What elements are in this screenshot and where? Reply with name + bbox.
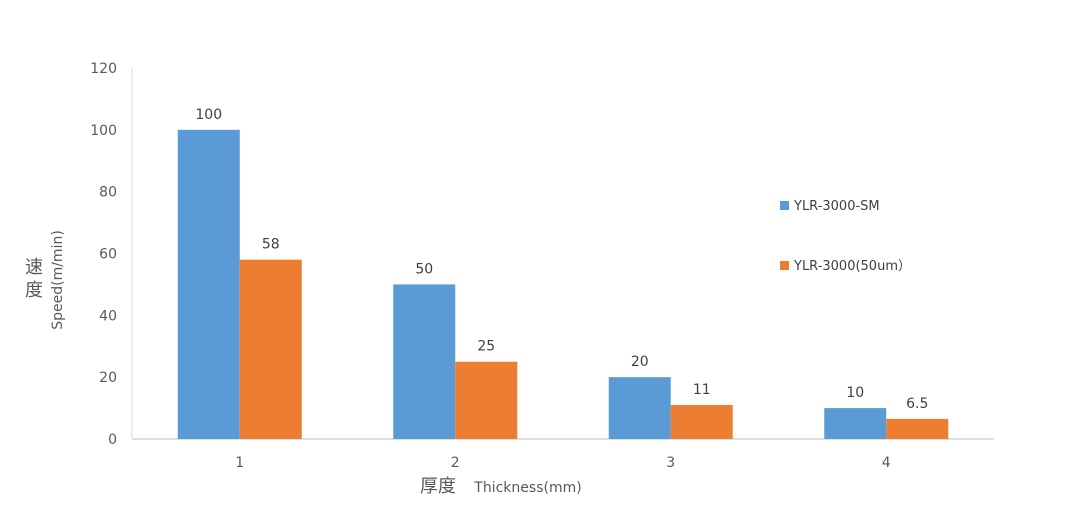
y-tick-label: 60 [99, 247, 117, 263]
y-tick-label: 100 [90, 123, 117, 139]
x-axis-title-cjk: 厚度 [420, 476, 456, 497]
y-tick-label: 120 [90, 61, 117, 77]
data-label-series-1-cat-2: 50 [415, 261, 433, 277]
y-axis-title-cjk-2: 度 [25, 280, 43, 301]
x-tick-label: 2 [451, 455, 460, 471]
data-label-series-1-cat-4: 10 [846, 385, 864, 401]
data-label-series-2-cat-3: 11 [693, 382, 711, 398]
data-label-series-2-cat-4: 6.5 [906, 396, 928, 412]
data-label-series-1-cat-1: 100 [195, 107, 222, 123]
bar-series-2-cat-1 [239, 259, 302, 439]
y-axis-ticks: 0 20 40 60 80 100 120 [90, 61, 117, 448]
x-axis-title: Thickness(mm) [473, 480, 581, 496]
legend-swatch-series-2 [780, 261, 789, 270]
bar-series-1-cat-3 [608, 377, 671, 439]
data-label-series-1-cat-3: 20 [631, 354, 649, 370]
x-tick-label: 1 [235, 455, 244, 471]
data-label-series-2-cat-2: 25 [477, 339, 495, 355]
bar-series-1-cat-1 [177, 129, 240, 440]
y-axis-title: Speed(m/min) [50, 230, 66, 330]
y-axis-title-cjk-1: 速 [25, 257, 43, 278]
y-tick-label: 20 [99, 370, 117, 386]
y-tick-label: 40 [99, 308, 117, 324]
bar-series-2-cat-4 [886, 418, 949, 439]
x-tick-label: 3 [666, 455, 675, 471]
bar-series-2-cat-2 [455, 361, 518, 439]
bar-series-2-cat-3 [670, 404, 733, 439]
x-tick-label: 4 [882, 455, 891, 471]
legend-swatch-series-1 [780, 201, 789, 210]
legend-label-series-2: YLR-3000(50um） [793, 259, 911, 274]
legend: YLR-3000-SM YLR-3000(50um） [780, 199, 911, 274]
y-tick-label: 80 [99, 185, 117, 201]
data-label-series-2-cat-1: 58 [262, 237, 280, 253]
legend-label-series-1: YLR-3000-SM [793, 199, 880, 214]
bar-series-group: 100 58 50 25 20 11 10 6.5 [177, 107, 949, 440]
bar-series-1-cat-2 [393, 284, 456, 439]
x-axis-ticks: 1 2 3 4 [235, 455, 891, 471]
bar-series-1-cat-4 [824, 408, 887, 439]
y-tick-label: 0 [108, 432, 117, 448]
